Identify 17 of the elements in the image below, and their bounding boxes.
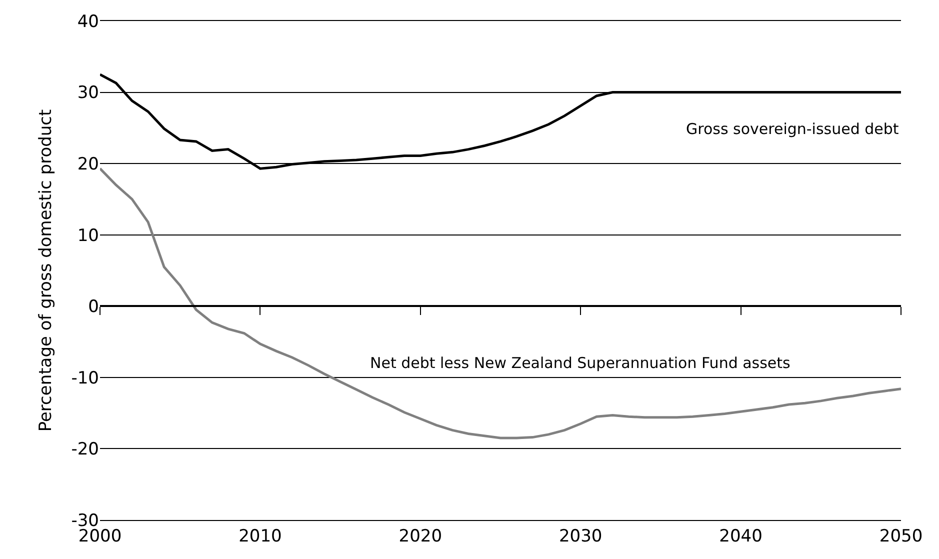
y-tick-label: 20 <box>77 154 99 175</box>
x-tick-label: 2000 <box>78 526 122 546</box>
y-tick-label: -20 <box>71 440 99 460</box>
y-tick-label: 40 <box>77 12 99 32</box>
y-tick-label: -10 <box>71 368 99 388</box>
y-tick-label: 10 <box>77 226 99 246</box>
y-axis-title: Percentage of gross domestic product <box>36 109 56 432</box>
x-tick-label: 2030 <box>558 526 602 546</box>
x-tick-label: 2020 <box>398 526 442 546</box>
line-series <box>100 167 901 440</box>
series-label: Gross sovereign-issued debt <box>686 120 899 138</box>
y-tick-label: 30 <box>77 83 99 104</box>
series-label: Net debt less New Zealand Superannuation Fund assets <box>370 354 791 372</box>
x-tick-label: 2040 <box>719 526 762 546</box>
y-tick-label: 0 <box>88 297 99 318</box>
x-tick-label: 2050 <box>879 526 923 546</box>
x-tick-label: 2010 <box>238 526 282 546</box>
